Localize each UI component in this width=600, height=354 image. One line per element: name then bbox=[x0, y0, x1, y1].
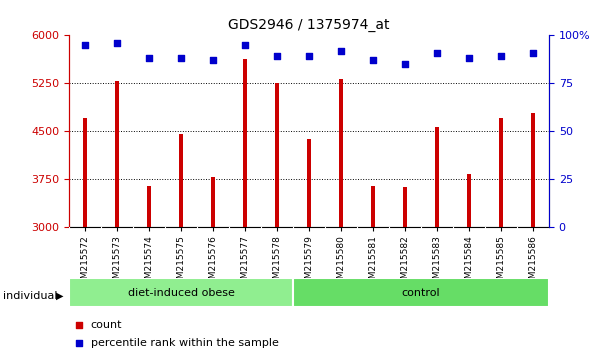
Bar bbox=[307, 139, 311, 227]
Bar bbox=[275, 83, 279, 227]
Point bbox=[528, 50, 538, 56]
Text: diet-induced obese: diet-induced obese bbox=[128, 288, 235, 298]
Bar bbox=[403, 187, 407, 227]
Bar bbox=[179, 133, 183, 227]
Bar bbox=[115, 81, 119, 227]
Point bbox=[272, 53, 282, 59]
Point bbox=[176, 56, 186, 61]
Point bbox=[240, 42, 250, 48]
Point bbox=[112, 40, 122, 46]
Bar bbox=[371, 186, 375, 227]
Point bbox=[80, 42, 90, 48]
Bar bbox=[211, 177, 215, 227]
Point bbox=[304, 53, 314, 59]
Point bbox=[208, 57, 218, 63]
Point bbox=[144, 56, 154, 61]
Point bbox=[391, 259, 401, 265]
Bar bbox=[339, 79, 343, 227]
Point bbox=[391, 98, 401, 104]
Text: count: count bbox=[91, 320, 122, 330]
Point bbox=[368, 57, 378, 63]
Text: percentile rank within the sample: percentile rank within the sample bbox=[91, 338, 278, 348]
Bar bbox=[83, 118, 87, 227]
Bar bbox=[147, 186, 151, 227]
Text: individual: individual bbox=[3, 291, 58, 301]
Point bbox=[336, 48, 346, 53]
Point bbox=[464, 56, 474, 61]
Title: GDS2946 / 1375974_at: GDS2946 / 1375974_at bbox=[228, 18, 390, 32]
Text: control: control bbox=[401, 288, 440, 298]
Point bbox=[496, 53, 506, 59]
Bar bbox=[531, 113, 535, 227]
Bar bbox=[435, 127, 439, 227]
Bar bbox=[467, 174, 471, 227]
Bar bbox=[243, 59, 247, 227]
FancyBboxPatch shape bbox=[69, 279, 293, 307]
FancyBboxPatch shape bbox=[293, 279, 549, 307]
Point bbox=[432, 50, 442, 56]
Text: ▶: ▶ bbox=[56, 291, 63, 301]
Bar bbox=[499, 118, 503, 227]
Point bbox=[400, 61, 410, 67]
